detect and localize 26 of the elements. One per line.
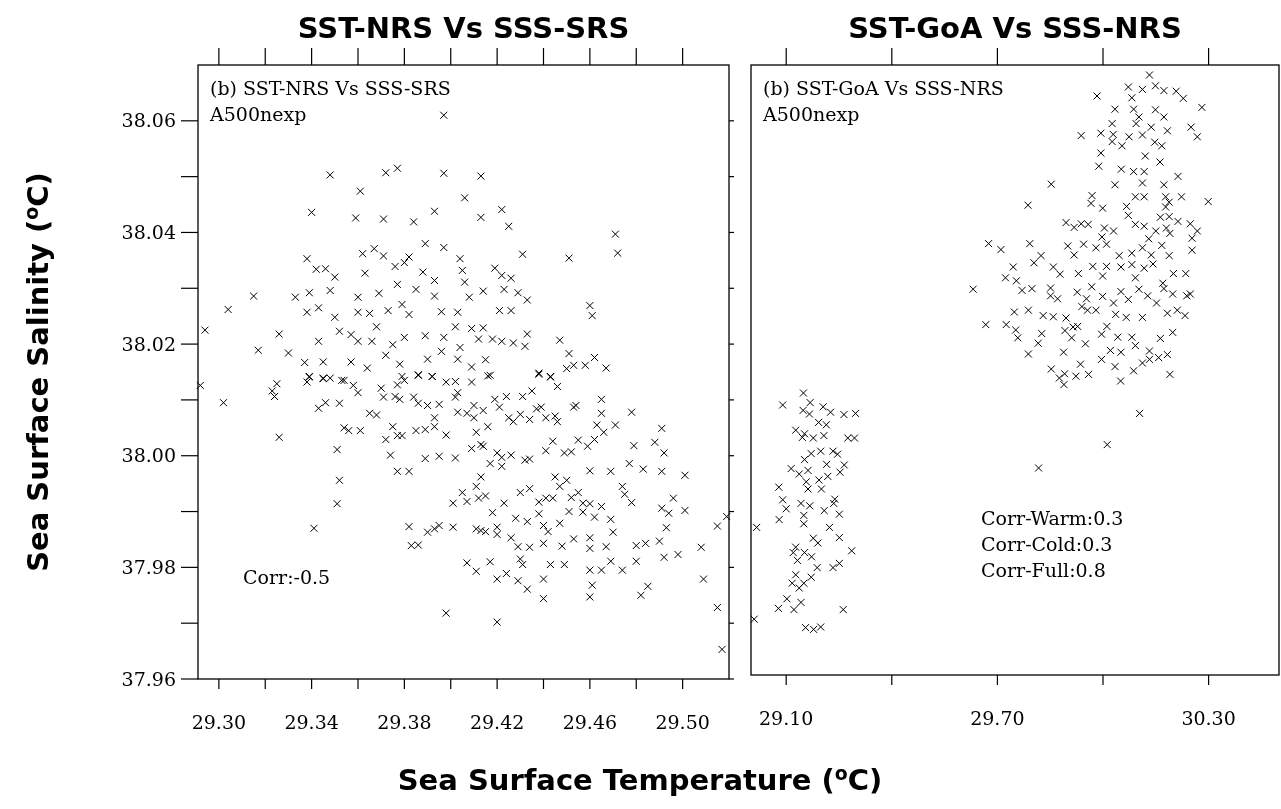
annotation: A500nexp <box>209 103 307 125</box>
chart-title: SST-GoA Vs SSS-NRS <box>848 11 1182 45</box>
chart-title: SST-NRS Vs SSS-SRS <box>297 11 630 45</box>
x-tick-label: 29.10 <box>759 707 814 729</box>
annotation: Corr:-0.5 <box>243 566 331 588</box>
x-tick-label: 29.70 <box>970 707 1025 729</box>
y-tick-label: 38.06 <box>121 109 176 132</box>
x-tick-label: 30.30 <box>1181 707 1236 729</box>
annotation: (b) SST-NRS Vs SSS-SRS <box>210 77 451 99</box>
x-tick-label: 29.50 <box>655 711 710 733</box>
x-tick-label: 29.42 <box>469 711 525 733</box>
y-tick-label: 38.00 <box>121 444 176 467</box>
x-tick-label: 29.34 <box>284 711 339 733</box>
y-tick-label: 38.02 <box>121 332 176 355</box>
y-tick-label: 38.04 <box>121 221 176 244</box>
y-tick-label: 37.98 <box>121 556 176 579</box>
annotation: Corr-Cold:0.3 <box>981 533 1113 555</box>
x-tick-label: 29.30 <box>191 711 247 733</box>
x-tick-label: 29.38 <box>377 711 432 733</box>
annotation: Corr-Full:0.8 <box>981 559 1106 581</box>
annotation: (b) SST-GoA Vs SSS-NRS <box>763 77 1004 99</box>
x-tick-label: 29.46 <box>562 711 618 733</box>
y-tick-label: 37.96 <box>121 667 176 690</box>
annotation: A500nexp <box>762 103 860 125</box>
annotation: Corr-Warm:0.3 <box>981 507 1124 529</box>
x-axis-title: Sea Surface Temperature ($^{o}$C) <box>397 762 883 797</box>
